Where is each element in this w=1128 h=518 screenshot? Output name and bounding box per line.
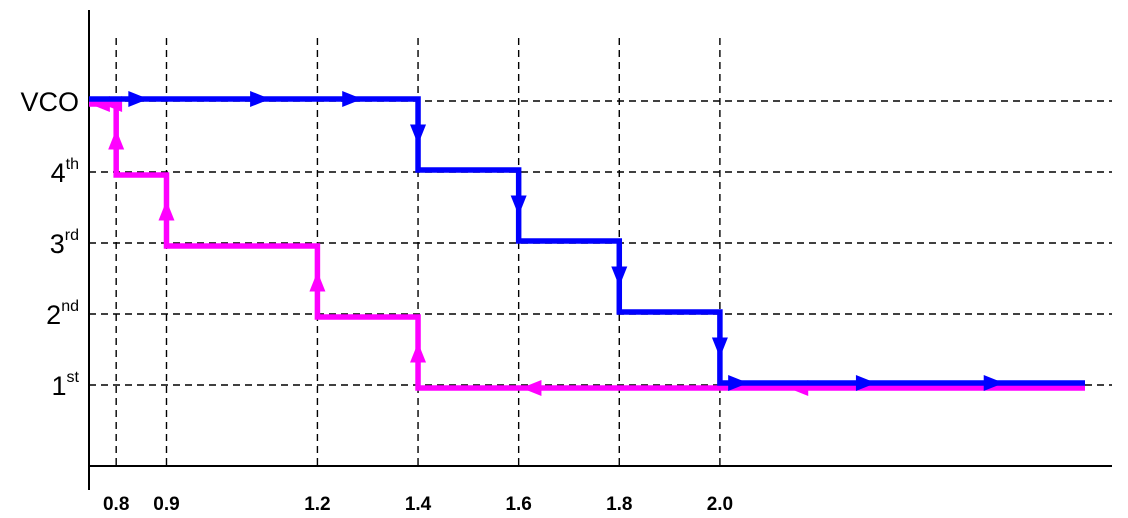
x-tick-labels: 0.80.91.21.41.61.82.03.2 [103, 494, 733, 515]
axes [88, 10, 1112, 490]
arrow-marker-0-9 [711, 337, 728, 358]
y-tick-label-1: 2nd [46, 298, 79, 330]
arrow-marker-0-2 [342, 91, 363, 107]
x-tick-label-4: 1.6 [505, 494, 531, 515]
series-path-0 [89, 96, 1085, 386]
arrow-marker-0-6 [410, 124, 427, 145]
x-tick-label-2: 1.2 [304, 494, 330, 515]
arrow-marker-0-7 [510, 195, 527, 216]
y-tick-labels: 1st 2nd 3rd 4th VCO [20, 87, 79, 401]
series-path-1 [89, 101, 1085, 391]
y-tick-label-4: VCO [20, 87, 79, 117]
grid-lines [89, 38, 1112, 466]
x-tick-label-1: 0.9 [153, 494, 179, 515]
x-tick-label-5: 1.8 [606, 494, 632, 515]
x-tick-label-6: 2.0 [707, 494, 733, 515]
x-tick-label-3: 1.4 [405, 494, 432, 515]
arrow-marker-0-1 [250, 91, 271, 107]
arrow-marker-0-0 [128, 91, 149, 107]
arrow-marker-1-2 [521, 380, 542, 396]
arrow-marker-1-6 [309, 271, 326, 292]
series-group [89, 91, 1085, 396]
arrow-marker-1-7 [410, 342, 427, 363]
y-tick-label-3: 4th [51, 156, 79, 188]
y-tick-label-0: 1st [52, 369, 80, 401]
series-upshift-line [89, 91, 1085, 391]
arrow-marker-1-4 [108, 129, 125, 150]
series-downshift-line [89, 96, 1085, 396]
arrow-marker-0-8 [611, 266, 628, 287]
arrow-marker-0-4 [855, 375, 876, 391]
x-tick-label-0: 0.8 [103, 494, 129, 515]
arrow-marker-1-5 [158, 200, 175, 221]
y-tick-label-2: 3rd [50, 227, 79, 259]
arrow-marker-0-5 [983, 375, 1004, 391]
arrow-marker-0-3 [728, 375, 749, 391]
